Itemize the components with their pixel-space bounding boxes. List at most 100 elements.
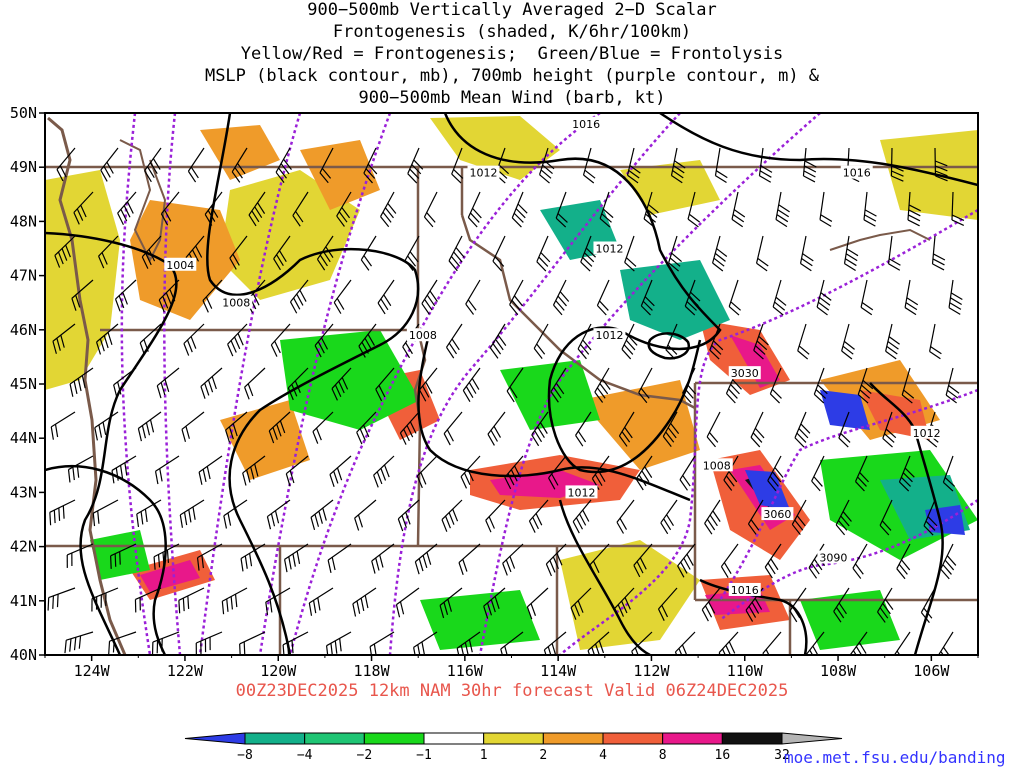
wind-barb xyxy=(114,279,137,312)
wind-barb xyxy=(797,323,810,360)
colorbar-label: 2 xyxy=(539,748,547,763)
mslp-label-bg xyxy=(570,116,603,130)
wind-barb xyxy=(113,367,137,398)
wind-barb xyxy=(704,499,721,535)
wind-barb xyxy=(195,631,223,655)
wind-barb xyxy=(240,543,266,572)
wind-barb xyxy=(662,411,680,448)
political-borders xyxy=(45,116,978,655)
wind-barb xyxy=(833,587,850,623)
wind-barb xyxy=(794,411,811,448)
border-id-mt-bitterroot xyxy=(460,214,696,410)
mslp-1012-south xyxy=(417,329,691,502)
wind-barb xyxy=(110,543,137,569)
wind-barb xyxy=(877,587,894,623)
mslp-label: 1012 xyxy=(595,243,623,256)
wind-barb xyxy=(750,411,765,448)
wind-barb xyxy=(285,455,309,487)
height-contour-3 xyxy=(198,113,302,655)
wind-barb xyxy=(509,279,524,316)
wind-barb xyxy=(413,631,438,655)
wind-barb xyxy=(200,367,223,399)
colorbar-right-arrow xyxy=(781,732,843,745)
wind-barb xyxy=(854,455,869,492)
colorbar-swatch xyxy=(721,732,783,745)
wind-barb xyxy=(816,279,832,316)
wind-barb xyxy=(492,235,506,272)
wind-barb xyxy=(292,191,309,227)
credit-link[interactable]: moe.met.fsu.edu/banding xyxy=(784,748,1006,767)
wind-barb xyxy=(266,499,291,530)
wind-barb xyxy=(948,279,963,315)
wind-barb xyxy=(227,323,248,357)
lat-label: 44N xyxy=(10,429,37,447)
wind-barb xyxy=(772,279,787,316)
shade-yellow-central xyxy=(220,170,360,300)
colorbar-swatch xyxy=(542,732,604,745)
wind-barb xyxy=(467,191,482,228)
wind-barb xyxy=(898,455,915,492)
wind-barb xyxy=(849,631,868,655)
wind-barb xyxy=(819,191,833,227)
wind-barb xyxy=(331,367,352,401)
wind-barb xyxy=(643,191,659,228)
wind-barb xyxy=(308,587,334,616)
wind-barbs xyxy=(47,147,965,655)
wind-barb xyxy=(896,543,911,580)
wind-barb xyxy=(638,367,653,404)
wind-barb xyxy=(98,235,119,269)
valid-time-text: 00Z23DEC2025 12km NAM 30hr forecast Vali… xyxy=(235,681,789,701)
coastline-pacific xyxy=(47,116,127,655)
wind-barb xyxy=(404,235,420,271)
wind-barb xyxy=(336,191,352,227)
wind-barb xyxy=(358,323,377,358)
wind-barb xyxy=(202,279,223,313)
wind-barb xyxy=(67,455,94,483)
wind-barb xyxy=(838,411,851,448)
wind-barb xyxy=(91,587,119,612)
colorbar-label: −8 xyxy=(237,748,253,763)
wind-barb xyxy=(460,455,481,489)
height-label-bg xyxy=(700,458,733,472)
wind-barb xyxy=(443,411,463,446)
wind-barb xyxy=(407,147,424,184)
title-line-2: Frontogenesis (shaded, K/6hr/100km) xyxy=(332,22,692,42)
mslp-label-bg xyxy=(467,165,500,179)
height-label: 3060 xyxy=(763,508,791,521)
shade-magenta-ca xyxy=(140,560,200,592)
wind-barb xyxy=(100,147,119,182)
wind-barb xyxy=(134,587,162,613)
wind-barb xyxy=(907,191,921,227)
wind-barb xyxy=(183,323,205,356)
wind-barb xyxy=(111,455,137,484)
wind-barb xyxy=(187,147,205,183)
colorbar: −8 −4 −2 −1 1 2 4 8 16 32 xyxy=(184,732,843,763)
wind-barb xyxy=(312,411,334,444)
lon-label: 116W xyxy=(447,662,484,680)
colorbar-label: −1 xyxy=(416,748,432,763)
wind-barb xyxy=(244,367,266,400)
wind-barb xyxy=(363,147,378,184)
lat-label: 45N xyxy=(10,375,37,393)
mslp-1012-south-ut xyxy=(558,499,651,655)
wind-barb xyxy=(69,367,94,397)
wind-barb xyxy=(375,367,395,402)
wind-barb xyxy=(71,279,94,311)
wind-barb xyxy=(531,411,549,447)
wind-barb xyxy=(418,367,438,402)
wind-barb xyxy=(221,587,248,615)
lat-label: 42N xyxy=(10,538,37,556)
colorbar-swatch xyxy=(662,732,723,745)
wind-barb xyxy=(483,587,506,619)
lon-label: 124W xyxy=(74,662,111,680)
wind-barb xyxy=(806,631,825,655)
wind-barb xyxy=(66,543,94,568)
wind-barb xyxy=(95,323,119,355)
wind-barb xyxy=(356,411,377,445)
mslp-label-bg xyxy=(593,328,626,342)
wind-barb xyxy=(843,235,859,272)
wind-barb xyxy=(204,191,223,226)
mslp-label-bg xyxy=(220,295,253,309)
wind-barb xyxy=(319,147,334,184)
colorbar-swatch xyxy=(244,732,306,745)
